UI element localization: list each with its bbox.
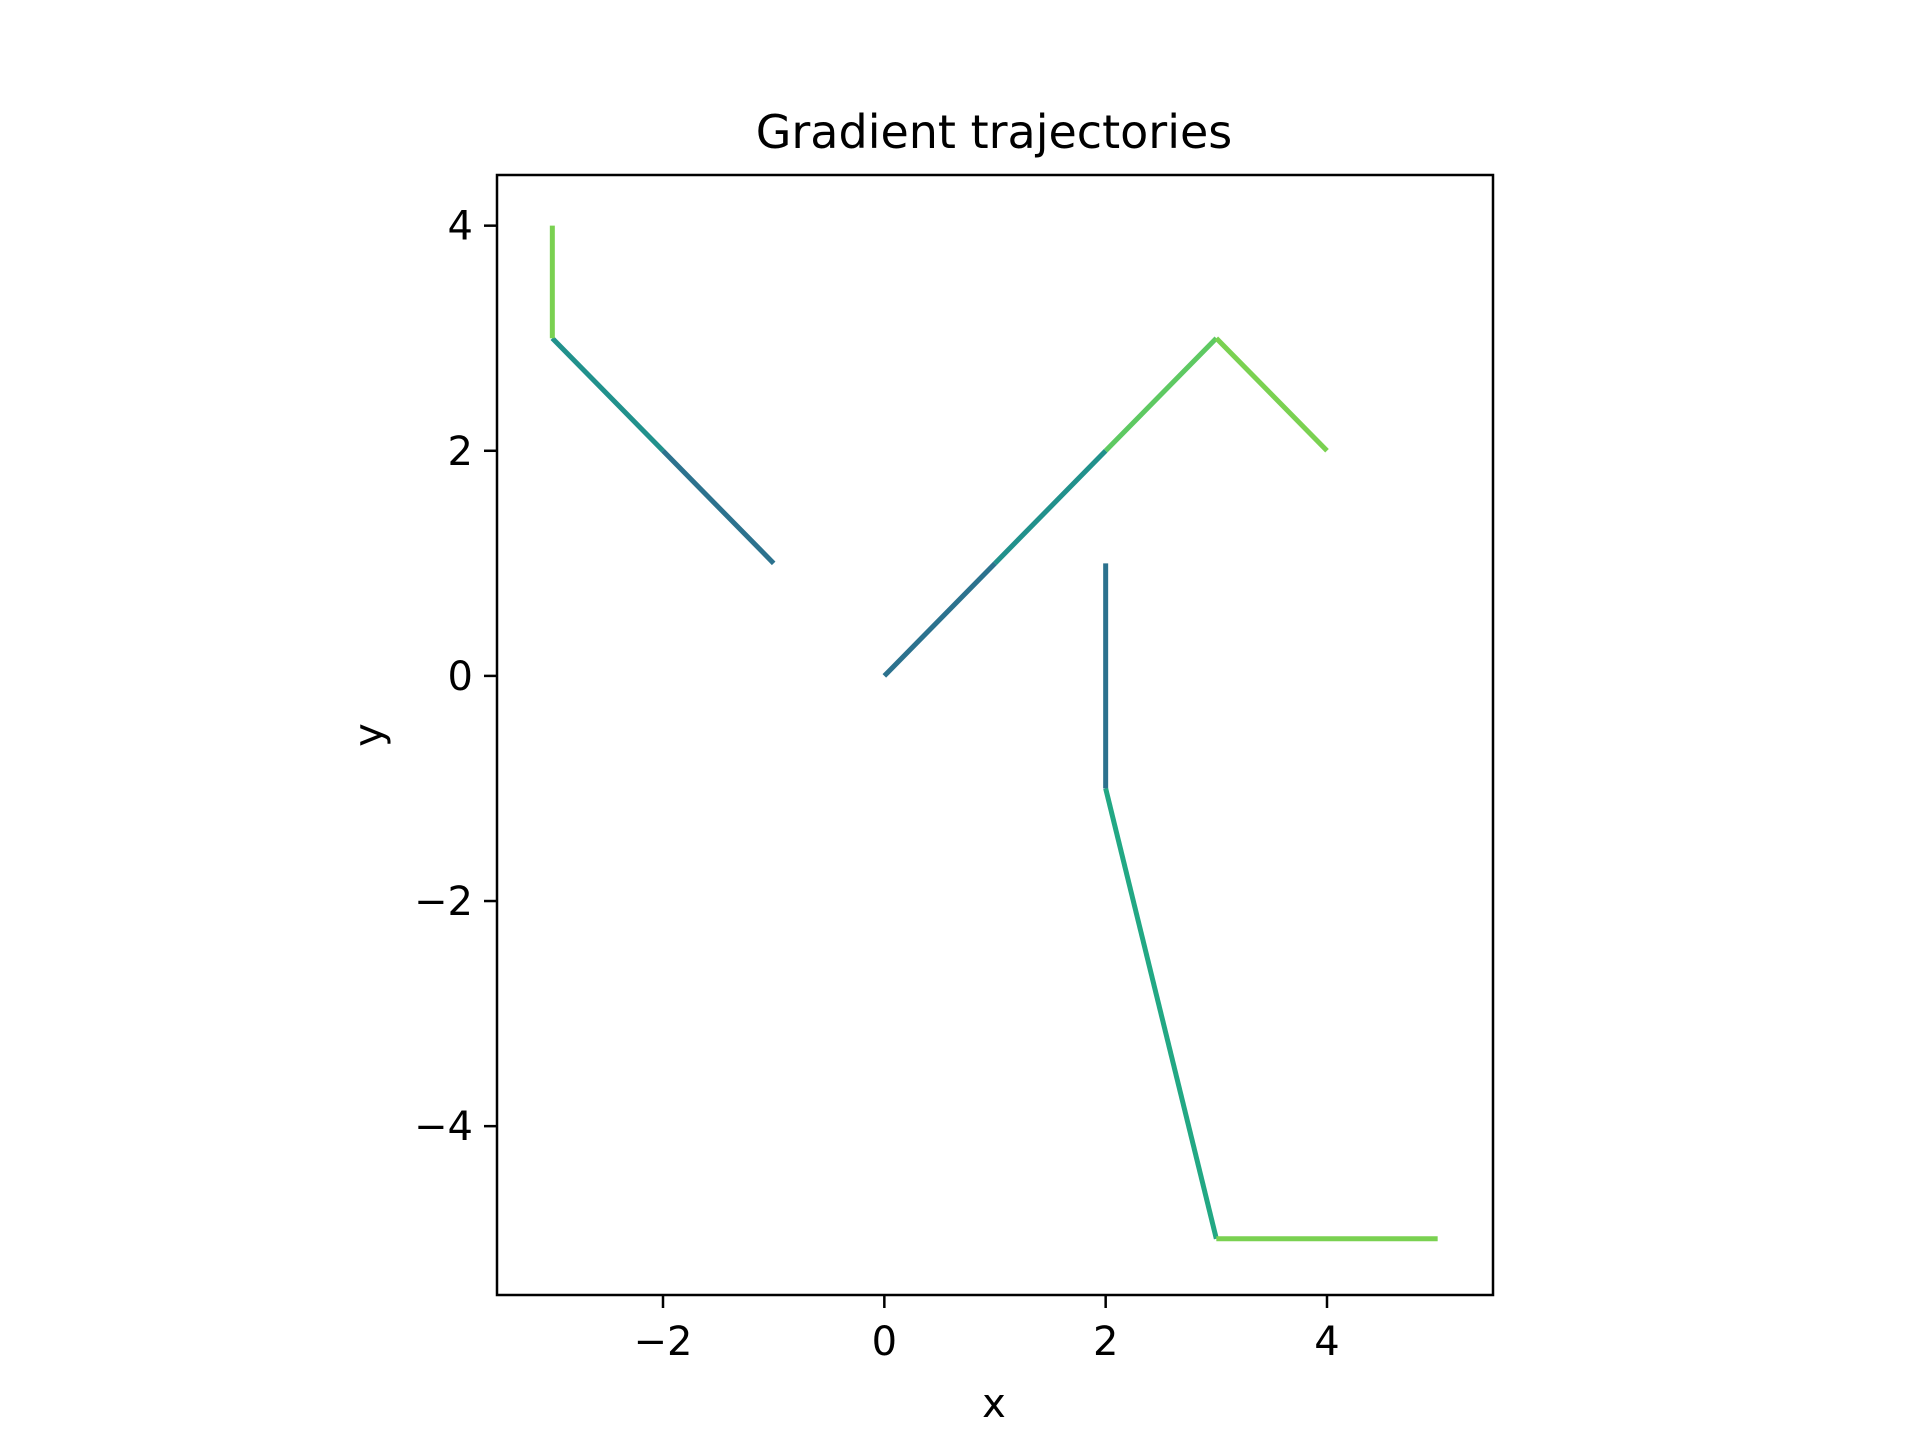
x-tick-label: 4 [1314,1319,1339,1365]
x-tick-label: 0 [872,1319,897,1365]
y-axis-ticks: −4 −2 0 2 4 [414,204,497,1150]
y-tick-label: 2 [448,429,473,475]
y-axis-label: y [346,723,392,747]
x-tick-label: −2 [634,1319,693,1365]
trajectory-1-segment-1 [661,449,776,566]
x-axis-label: x [982,1381,1006,1427]
plot-lines [549,225,1438,1242]
x-tick-label: 2 [1093,1319,1118,1365]
trajectory-2-segment-1 [882,561,997,678]
y-tick-label: −2 [414,879,473,925]
x-axis-ticks: −2 0 2 4 [634,1295,1340,1365]
trajectory-2-segment-4 [1214,336,1329,453]
y-tick-label: 4 [448,204,473,250]
y-tick-label: 0 [448,654,473,700]
y-tick-label: −4 [414,1104,473,1150]
trajectory-1-segment-2 [550,336,665,453]
trajectory-2-segment-3 [1103,336,1219,453]
plot-frame [495,173,1495,1297]
trajectory-2-segment-2 [993,449,1108,566]
trajectory-3-segment-2 [1103,787,1219,1240]
chart-title: Gradient trajectories [756,105,1233,159]
